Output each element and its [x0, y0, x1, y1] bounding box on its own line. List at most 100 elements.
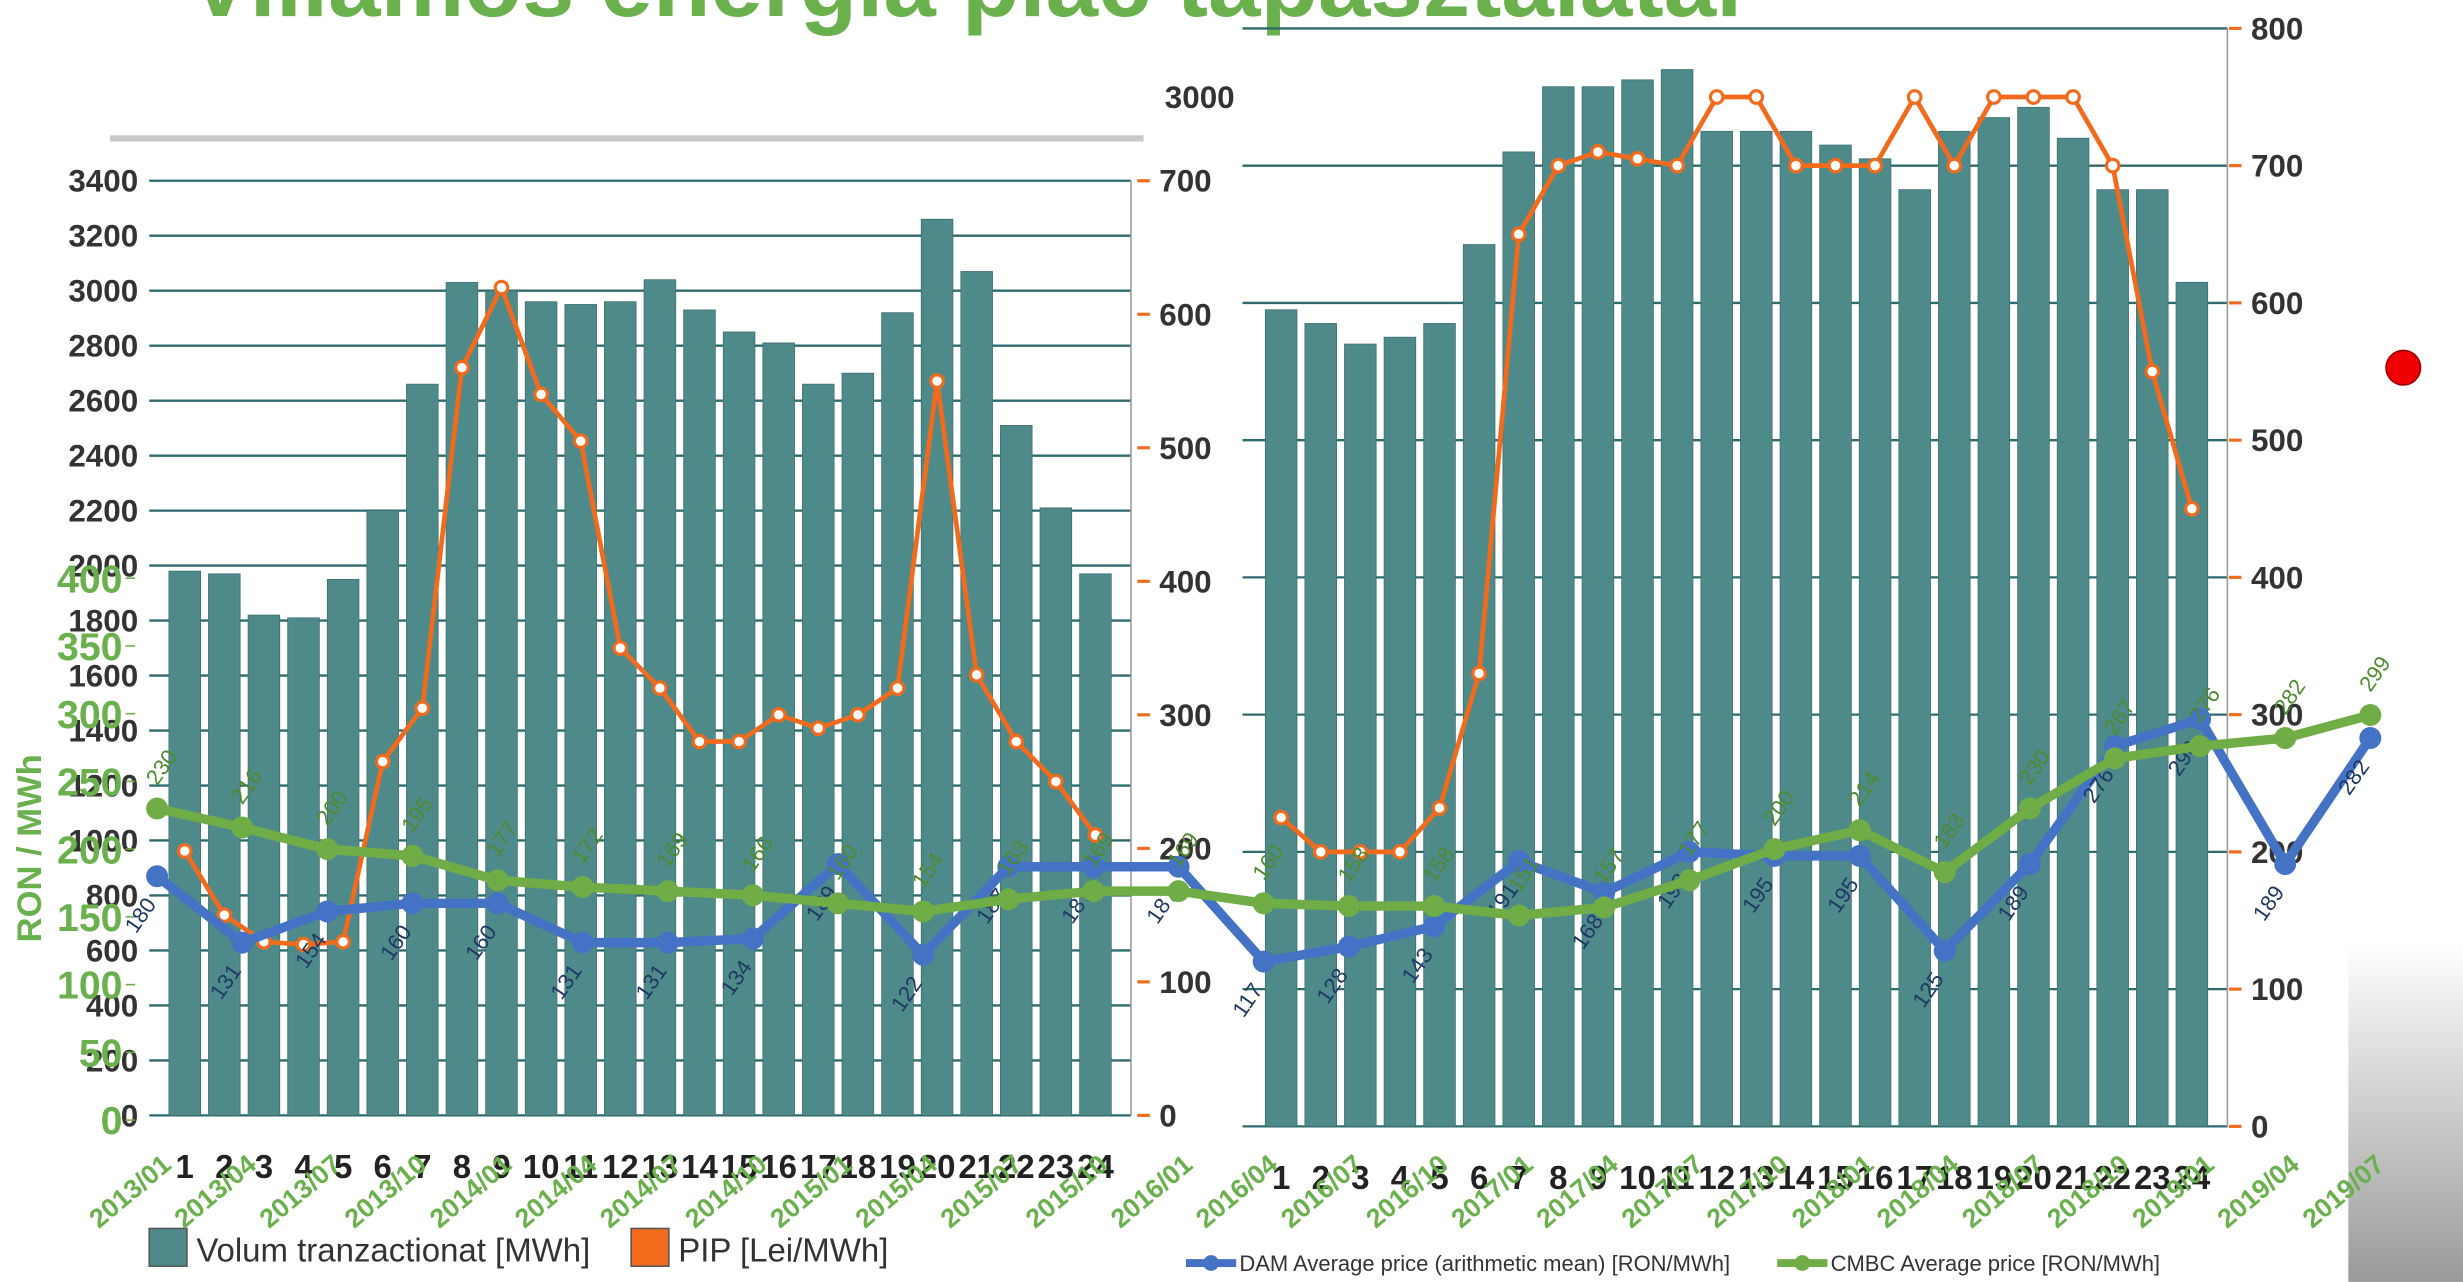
line-point [2104, 157, 2121, 174]
x-tick-label: 2013/01 [83, 1149, 176, 1234]
bar [1898, 189, 1931, 1127]
legend-label: DAM Average price (arithmetic mean) [RON… [1239, 1251, 1730, 1276]
x-tick-label: 16 [1857, 1159, 1894, 1196]
x-tick-label: 2019/04 [2212, 1149, 2305, 1234]
y2-tick-label: 300 [1159, 698, 1211, 733]
line-point [2184, 500, 2200, 517]
line-point [2189, 708, 2212, 731]
y2-tick-label: 600 [2251, 286, 2303, 321]
line-point [1312, 844, 1329, 860]
x-tick-label: 17 [1896, 1159, 1933, 1196]
x-tick-label: 11 [1660, 1159, 1695, 1196]
x-tick-label: 5 [334, 1148, 352, 1185]
line-point [691, 733, 708, 750]
line-point [1510, 226, 1527, 243]
bar [1462, 244, 1496, 1127]
line-point [1986, 89, 2002, 105]
line-point [1669, 157, 1685, 174]
line-point [850, 706, 866, 723]
line-point [1167, 880, 1190, 903]
y-tick-label: 200 [57, 828, 123, 872]
x-tick-label: 23 [2134, 1159, 2171, 1196]
legend-label: CMBC Average price [RON/MWh] [1831, 1251, 2160, 1276]
line-point [1946, 157, 1963, 174]
bar [1779, 130, 1813, 1127]
bar [1938, 130, 1971, 1127]
legend-swatch [148, 1227, 188, 1267]
y-tick-label: 2400 [68, 439, 138, 474]
y-tick-label: 50 [79, 1031, 123, 1075]
line-point [656, 880, 679, 903]
bar [2017, 106, 2050, 1127]
line-point [1788, 157, 1804, 174]
line-point [374, 753, 391, 770]
x-tick-label: 2017/04 [1531, 1149, 1624, 1234]
bar [1740, 130, 1773, 1127]
x-tick-label: 2 [1312, 1159, 1330, 1196]
line-point [912, 900, 935, 923]
line-point [454, 359, 470, 376]
line-point [997, 855, 1020, 878]
x-tick-label: 8 [453, 1148, 471, 1185]
line-point [231, 931, 254, 954]
y-tick-label: 0 [101, 1099, 123, 1143]
line-point [2065, 89, 2081, 105]
y-tick-label: 1600 [68, 659, 138, 694]
line-point [1550, 157, 1567, 174]
x-tick-label: 15 [1817, 1159, 1854, 1196]
line-point [827, 892, 850, 915]
bar [1344, 343, 1377, 1127]
line-point [770, 706, 787, 723]
line-point [533, 386, 549, 403]
y2-tick-label: 0 [2251, 1109, 2268, 1144]
line-point [656, 931, 679, 954]
x-tick-label: 1 [176, 1148, 194, 1185]
bar [683, 309, 716, 1116]
line-point [486, 869, 509, 892]
x-tick-label: 2016/01 [1105, 1149, 1198, 1234]
x-tick-label: 12 [1698, 1159, 1735, 1196]
bar [1423, 323, 1456, 1127]
y-tick-label: 300 [57, 693, 123, 737]
y-tick-label: 350 [57, 625, 123, 669]
bar [920, 218, 954, 1116]
line-point [401, 844, 424, 867]
y-tick-label: 250 [57, 761, 123, 805]
data-label: 117 [1227, 978, 1268, 1021]
line-point [316, 900, 339, 923]
bar [208, 573, 241, 1116]
bar [643, 279, 677, 1116]
y-tick-label: 150 [57, 896, 123, 940]
data-label: 299 [2354, 651, 2396, 695]
line-point [741, 884, 764, 907]
y-tick-label: 2800 [68, 329, 138, 364]
y-tick-label: 1200 [68, 769, 138, 804]
line-point [401, 892, 424, 915]
line-point [1508, 904, 1531, 927]
legend-marker [1794, 1255, 1811, 1271]
y2-tick-label: 800 [2251, 11, 2303, 46]
line-point [1273, 809, 1289, 826]
x-tick-label: 6 [374, 1148, 392, 1185]
y-tick-label: 3000 [1165, 80, 1235, 115]
y2-tick-label: 300 [2251, 698, 2303, 733]
line-point [1048, 773, 1064, 790]
line-point [1906, 89, 1923, 105]
x-tick-label: 9 [1589, 1159, 1607, 1196]
y2-tick-label: 100 [2251, 972, 2303, 1007]
line-point [335, 933, 351, 950]
x-tick-label: 21 [2055, 1159, 2092, 1196]
x-tick-label: 23 [1038, 1148, 1075, 1185]
line-point [827, 853, 850, 876]
x-tick-label: 4 [1391, 1159, 1410, 1196]
x-tick-label: 3 [255, 1148, 273, 1185]
bar [881, 312, 914, 1116]
legend-label: PIP [Lei/MWh] [678, 1231, 888, 1268]
x-tick-label: 22 [998, 1148, 1035, 1185]
line-point [929, 373, 945, 389]
background-photo [2348, 942, 2463, 1282]
line-point [1708, 89, 1725, 105]
line-point [612, 640, 629, 656]
bar [287, 617, 320, 1116]
